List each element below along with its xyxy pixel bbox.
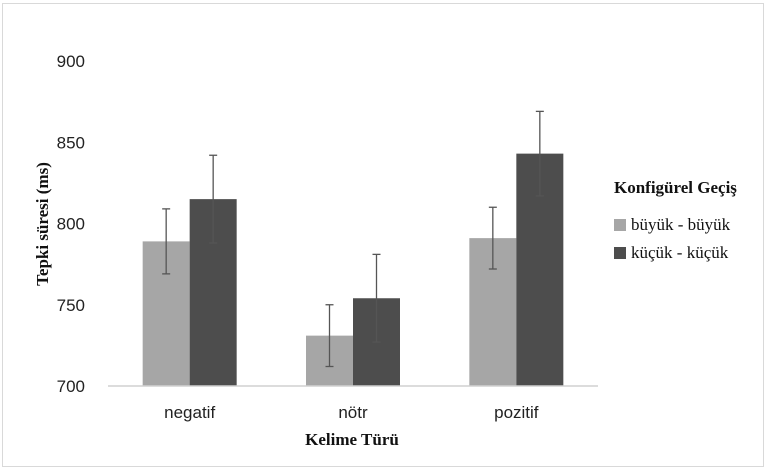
legend-item-label: küçük - küçük xyxy=(631,243,729,262)
legend-item-label: büyük - büyük xyxy=(631,215,731,234)
legend-title: Konfigürel Geçiş xyxy=(614,178,737,197)
x-tick-label: nötr xyxy=(338,403,368,422)
y-tick-label: 800 xyxy=(57,215,85,234)
x-axis-title: Kelime Türü xyxy=(305,430,399,449)
y-axis-title: Tepki süresi (ms) xyxy=(33,162,52,286)
x-tick-label: pozitif xyxy=(494,403,539,422)
x-axis-ticks: negatif nötr pozitif xyxy=(164,403,539,422)
legend: Konfigürel Geçiş büyük - büyük küçük - kü… xyxy=(614,178,737,262)
y-tick-label: 750 xyxy=(57,296,85,315)
bars xyxy=(142,153,564,386)
chart-frame xyxy=(2,3,764,467)
y-tick-label: 700 xyxy=(57,377,85,396)
legend-swatch xyxy=(614,219,626,231)
legend-swatch xyxy=(614,247,626,259)
y-tick-label: 900 xyxy=(57,52,85,71)
y-tick-label: 850 xyxy=(57,133,85,152)
y-axis-ticks: 700 750 800 850 900 xyxy=(57,52,85,396)
error-bars xyxy=(162,110,544,368)
x-tick-label: negatif xyxy=(164,403,215,422)
